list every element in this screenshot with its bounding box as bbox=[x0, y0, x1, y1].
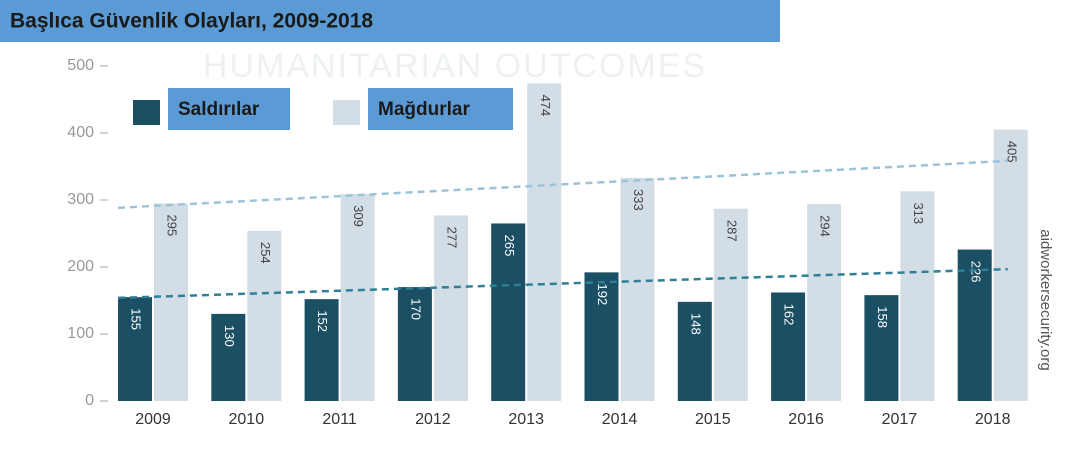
value-label: 226 bbox=[968, 261, 983, 283]
value-label: 474 bbox=[538, 95, 553, 117]
x-tick-label: 2018 bbox=[975, 411, 1011, 428]
bar bbox=[713, 208, 748, 401]
legend-swatch bbox=[333, 100, 360, 125]
y-tick-label: 100 bbox=[67, 325, 94, 342]
bar bbox=[154, 203, 188, 401]
value-label: 333 bbox=[631, 189, 646, 211]
legend-box bbox=[368, 88, 513, 130]
y-tick-label: 0 bbox=[85, 392, 94, 409]
bar bbox=[900, 191, 935, 401]
bar bbox=[247, 230, 282, 401]
y-tick-label: 300 bbox=[67, 191, 94, 208]
y-tick-label: 500 bbox=[67, 57, 94, 74]
title-bar bbox=[0, 0, 780, 42]
value-label: 313 bbox=[911, 202, 926, 224]
value-label: 148 bbox=[688, 313, 703, 335]
legend-box bbox=[168, 88, 290, 130]
value-label: 287 bbox=[724, 220, 739, 242]
bar bbox=[527, 83, 562, 402]
value-label: 277 bbox=[444, 227, 459, 249]
value-label: 130 bbox=[222, 325, 237, 347]
source: aidworkersecurity.org bbox=[1037, 229, 1054, 370]
x-tick-label: 2009 bbox=[135, 411, 171, 428]
value-label: 152 bbox=[315, 310, 330, 332]
x-tick-label: 2014 bbox=[602, 411, 638, 428]
bar bbox=[864, 295, 899, 401]
trend-line bbox=[117, 267, 1008, 300]
y-tick-label: 200 bbox=[67, 258, 94, 275]
x-tick-label: 2017 bbox=[882, 411, 918, 428]
x-tick-label: 2016 bbox=[788, 411, 824, 428]
x-tick-label: 2015 bbox=[695, 411, 731, 428]
bar bbox=[397, 287, 432, 401]
bar bbox=[993, 129, 1028, 401]
legend-label: Mağdurlar bbox=[378, 99, 470, 120]
bar bbox=[118, 297, 152, 401]
value-label: 254 bbox=[258, 242, 273, 264]
watermark: HUMANITARIAN OUTCOMES bbox=[203, 47, 707, 85]
x-tick-label: 2012 bbox=[415, 411, 451, 428]
value-label: 155 bbox=[129, 308, 144, 330]
bar bbox=[677, 301, 712, 401]
bar bbox=[304, 299, 339, 401]
value-label: 162 bbox=[782, 304, 797, 326]
x-tick-label: 2013 bbox=[508, 411, 544, 428]
x-tick-label: 2010 bbox=[229, 411, 265, 428]
bar bbox=[491, 223, 526, 401]
bar bbox=[620, 177, 655, 401]
value-label: 294 bbox=[818, 215, 833, 237]
bar bbox=[957, 249, 992, 401]
value-label: 158 bbox=[875, 306, 890, 328]
bar bbox=[771, 292, 806, 401]
value-label: 405 bbox=[1004, 141, 1019, 163]
value-label: 170 bbox=[408, 298, 423, 320]
x-tick-label: 2011 bbox=[322, 411, 357, 428]
value-label: 265 bbox=[502, 235, 517, 257]
value-label: 309 bbox=[351, 205, 366, 227]
y-tick-label: 400 bbox=[67, 124, 94, 141]
bar bbox=[433, 215, 468, 401]
trend-line bbox=[117, 159, 1008, 210]
legend-swatch bbox=[133, 100, 160, 125]
value-label: 295 bbox=[165, 214, 180, 236]
legend-label: Saldırılar bbox=[178, 99, 260, 120]
value-label: 192 bbox=[595, 284, 610, 306]
bar bbox=[584, 272, 619, 401]
bar bbox=[211, 313, 246, 401]
chart-title: Başlıca Güvenlik Olayları, 2009-2018 bbox=[10, 10, 373, 33]
bar bbox=[807, 204, 842, 401]
bar bbox=[340, 193, 375, 401]
